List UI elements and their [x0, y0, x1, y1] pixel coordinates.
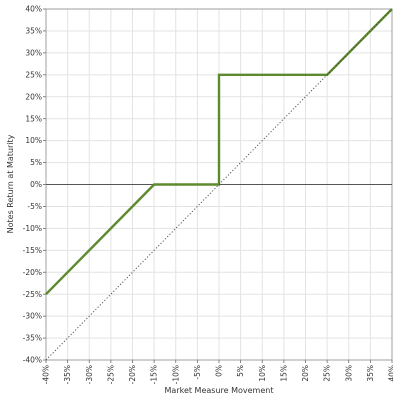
x-tick-label: 35%	[366, 365, 375, 382]
x-tick-label: 15%	[279, 365, 288, 382]
y-tick-label: -30%	[23, 312, 42, 321]
y-axis-title: Notes Return at Maturity	[6, 134, 15, 233]
y-tick-label: -20%	[23, 268, 42, 277]
y-tick-label: 35%	[25, 27, 42, 36]
x-tick-label: -10%	[171, 365, 180, 384]
y-tick-label: -25%	[23, 290, 42, 299]
x-tick-label: -35%	[63, 365, 72, 384]
x-tick-label: -30%	[85, 365, 94, 384]
y-tick-label: 10%	[25, 136, 42, 145]
x-axis-title: Market Measure Movement	[165, 386, 274, 395]
y-tick-label: 15%	[25, 114, 42, 123]
y-tick-label: 25%	[25, 70, 42, 79]
x-tick-label: 30%	[344, 365, 353, 382]
x-tick-label: -20%	[128, 365, 137, 384]
x-tick-label: -25%	[106, 365, 115, 384]
y-tick-label: -10%	[23, 224, 42, 233]
y-tick-label: 40%	[25, 5, 42, 14]
y-tick-label: 0%	[30, 180, 42, 189]
y-tick-label: -40%	[23, 356, 42, 365]
y-tick-label: 30%	[25, 48, 42, 57]
x-tick-label: -5%	[193, 365, 202, 380]
y-tick-label: 20%	[25, 92, 42, 101]
x-tick-label: 20%	[301, 365, 310, 382]
x-tick-label: -40%	[42, 365, 51, 384]
x-tick-label: -15%	[150, 365, 159, 384]
x-tick-label: 10%	[258, 365, 267, 382]
y-tick-label: 5%	[30, 158, 42, 167]
y-tick-label: -5%	[27, 202, 42, 211]
x-tick-label: 0%	[215, 365, 224, 377]
x-tick-label: 5%	[236, 365, 245, 377]
x-tick-label: 25%	[323, 365, 332, 382]
x-tick-label: 40%	[388, 365, 393, 382]
y-tick-label: -15%	[23, 246, 42, 255]
y-tick-label: -35%	[23, 334, 42, 343]
